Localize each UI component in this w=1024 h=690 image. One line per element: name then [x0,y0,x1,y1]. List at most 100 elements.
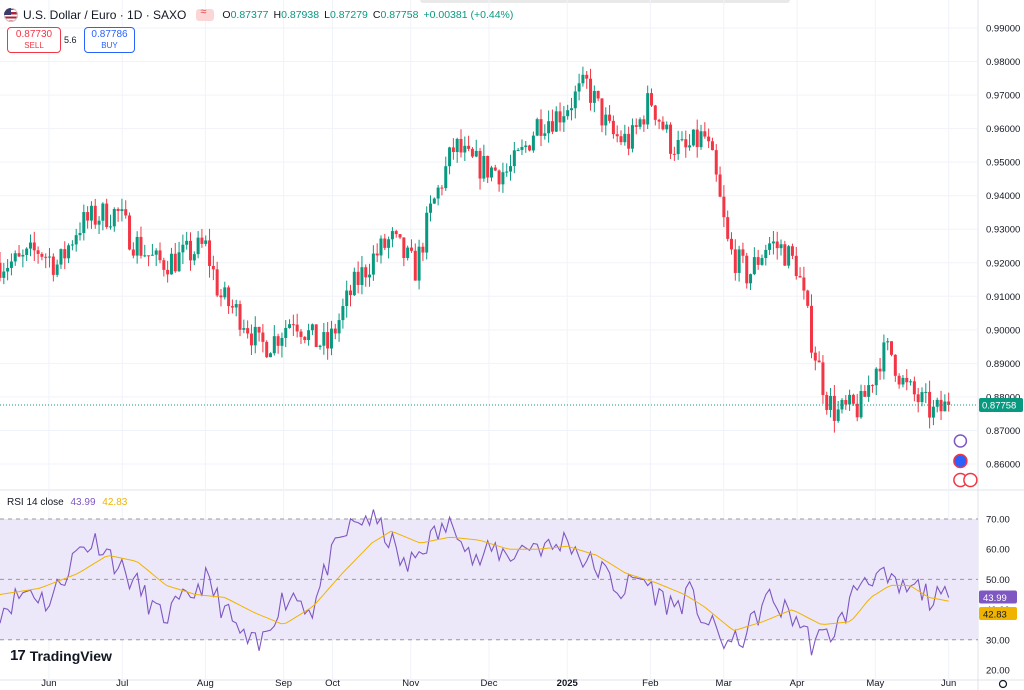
candle [920,387,924,407]
candle [78,222,82,241]
candle [931,400,935,426]
market-status-icon[interactable] [196,6,215,21]
candle-body [787,246,791,266]
candle [870,384,874,393]
candle [562,106,566,132]
candle [676,130,680,160]
candle-body [832,395,836,421]
candle-body [337,320,341,334]
sell-button[interactable]: 0.87730 SELL [7,27,61,53]
candle [806,289,810,308]
candle-body [935,399,939,407]
candle [82,204,86,241]
rsi-ma-badge [979,607,1017,621]
candle-body [638,119,642,127]
candle-body [215,269,219,296]
candle-body [398,234,402,238]
candle [535,117,539,137]
candle-body [836,409,840,421]
candle [204,235,208,247]
candle-body [509,166,513,172]
candle-body [135,236,139,256]
candle-body [817,360,821,363]
candle [234,299,238,317]
candle-body [905,377,909,383]
candle-body [859,391,863,418]
candle [596,90,600,102]
candle [947,392,951,412]
candle-body [691,129,695,146]
candle [192,251,196,266]
candle-body [539,119,543,136]
candle [219,288,223,307]
candle [790,243,794,260]
candle [482,144,486,182]
candle-body [589,78,593,103]
tradingview-logo: 17 TradingView [10,647,112,664]
candle-body [70,244,74,246]
candle-body [166,269,170,275]
price-tick-label: 0.90000 [986,325,1020,336]
candle-body [592,90,596,103]
candle [173,242,177,273]
candle [836,400,840,423]
candle-body [82,212,86,234]
candle [821,355,825,404]
buy-price: 0.87786 [91,29,128,40]
candle [166,260,170,283]
candle-body [554,111,558,132]
candle [0,251,2,282]
candle-body [524,145,528,148]
candle-body [783,244,787,266]
candle [722,185,726,228]
candle-body [318,345,322,347]
candle-body [558,111,562,123]
candle [665,121,669,133]
candle [105,198,109,229]
candle [276,333,280,354]
rsi-tick-label: 50.00 [986,575,1010,586]
candle-body [459,138,463,153]
candle-body [840,399,844,410]
candle [890,341,894,357]
candle [463,136,467,162]
candle-body [489,167,493,178]
candle-body [154,250,158,255]
candle-body [649,93,653,106]
candle [444,156,448,191]
candle-body [303,336,307,341]
candle [569,97,573,121]
candle-body [893,354,897,376]
us-flag-icon [4,8,18,22]
candle-body [516,149,520,151]
time-tick-label: Sep [275,678,292,689]
candle-body [646,93,650,125]
rsi-ma-value: 42.83 [102,497,128,508]
candle-body [722,196,726,218]
candle [848,389,852,411]
buy-button[interactable]: 0.87786 BUY [84,27,135,53]
candle [752,247,756,276]
candle [185,231,189,250]
candle-body [280,337,284,346]
candle-body [547,121,551,134]
candle-body [51,256,55,275]
candle-body [227,287,231,307]
candle-body [931,406,935,418]
rsi-legend[interactable]: RSI 14 close 43.99 42.83 [7,497,127,508]
tradingview-mark-icon: 17 [10,647,26,664]
price-tick-label: 0.93000 [986,225,1020,236]
rsi-label: RSI 14 close [7,497,64,508]
candle-body [821,362,825,396]
candle [634,118,638,135]
candle-body [474,150,478,157]
candle [303,336,307,344]
candle-body [726,217,730,239]
price-tick-label: 0.91000 [986,292,1020,303]
candle [909,379,913,386]
candle-body [196,237,200,255]
candle [577,73,581,101]
symbol-title[interactable]: U.S. Dollar / Euro · 1D · SAXO [23,8,187,22]
candle-body [855,403,859,418]
